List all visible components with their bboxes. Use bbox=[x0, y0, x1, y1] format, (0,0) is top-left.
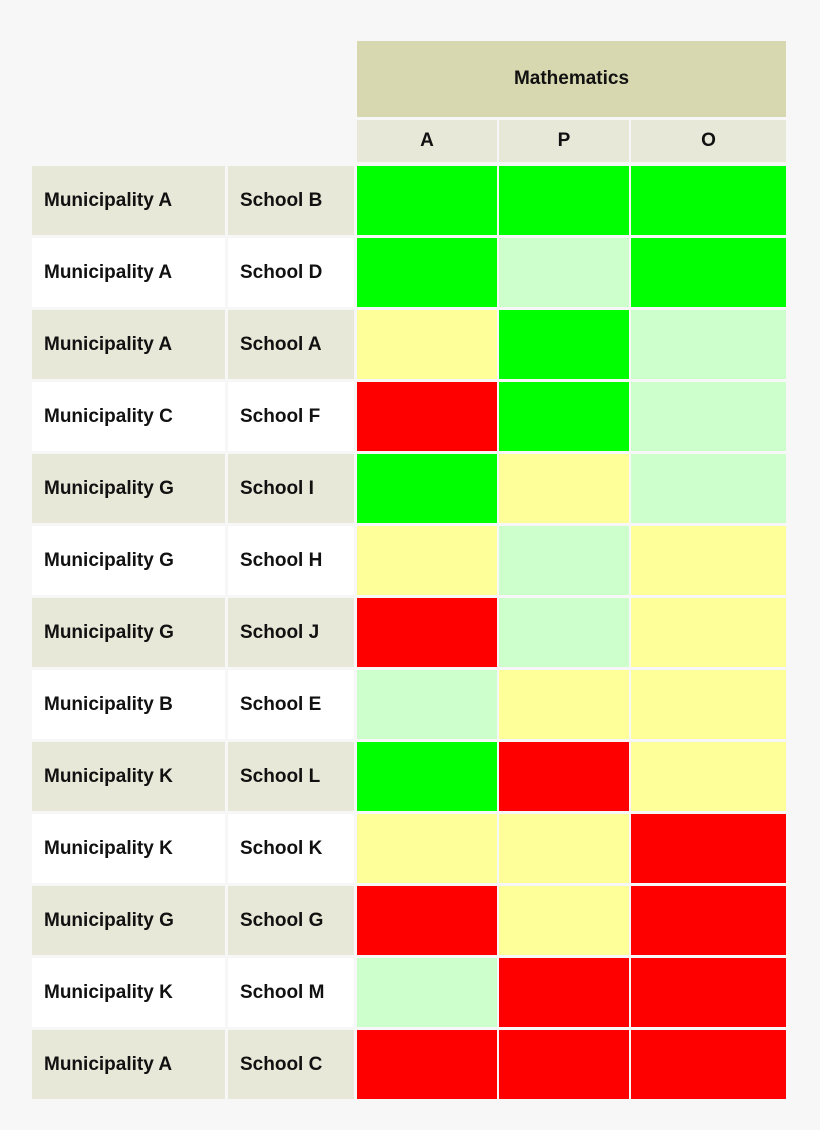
school-label: School B bbox=[228, 166, 354, 235]
heat-cell-o bbox=[631, 670, 786, 739]
heat-cell-o bbox=[631, 526, 786, 595]
school-label: School H bbox=[228, 526, 354, 595]
municipality-label: Municipality A bbox=[32, 310, 225, 379]
heat-cell-a bbox=[357, 958, 497, 1027]
school-label: School E bbox=[228, 670, 354, 739]
heat-cell-p bbox=[499, 382, 629, 451]
heat-cell-a bbox=[357, 814, 497, 883]
column-header-a: A bbox=[357, 120, 497, 162]
heat-cell-o bbox=[631, 382, 786, 451]
heat-cell-o bbox=[631, 742, 786, 811]
school-label: School D bbox=[228, 238, 354, 307]
heat-cell-o bbox=[631, 598, 786, 667]
heat-cell-a bbox=[357, 166, 497, 235]
heat-cell-p bbox=[499, 886, 629, 955]
heat-cell-a bbox=[357, 382, 497, 451]
heat-cell-a bbox=[357, 598, 497, 667]
heat-cell-p bbox=[499, 670, 629, 739]
municipality-label: Municipality B bbox=[32, 670, 225, 739]
column-header-o: O bbox=[631, 120, 786, 162]
heat-cell-a bbox=[357, 454, 497, 523]
school-label: School J bbox=[228, 598, 354, 667]
heat-cell-a bbox=[357, 1030, 497, 1099]
school-label: School F bbox=[228, 382, 354, 451]
heat-cell-a bbox=[357, 526, 497, 595]
municipality-label: Municipality G bbox=[32, 526, 225, 595]
heat-cell-p bbox=[499, 310, 629, 379]
heat-cell-p bbox=[499, 454, 629, 523]
municipality-label: Municipality A bbox=[32, 238, 225, 307]
municipality-label: Municipality A bbox=[32, 166, 225, 235]
municipality-label: Municipality K bbox=[32, 814, 225, 883]
municipality-label: Municipality G bbox=[32, 454, 225, 523]
heat-cell-a bbox=[357, 670, 497, 739]
column-header-p: P bbox=[499, 120, 629, 162]
heat-cell-p bbox=[499, 814, 629, 883]
heat-cell-a bbox=[357, 886, 497, 955]
municipality-label: Municipality G bbox=[32, 598, 225, 667]
subject-header: Mathematics bbox=[357, 41, 786, 117]
heat-cell-p bbox=[499, 526, 629, 595]
heat-cell-o bbox=[631, 454, 786, 523]
heat-cell-o bbox=[631, 958, 786, 1027]
heat-cell-o bbox=[631, 814, 786, 883]
heat-cell-o bbox=[631, 886, 786, 955]
heat-cell-o bbox=[631, 166, 786, 235]
heat-cell-p bbox=[499, 598, 629, 667]
municipality-label: Municipality C bbox=[32, 382, 225, 451]
school-label: School I bbox=[228, 454, 354, 523]
municipality-label: Municipality A bbox=[32, 1030, 225, 1099]
school-label: School L bbox=[228, 742, 354, 811]
heat-cell-a bbox=[357, 742, 497, 811]
heat-cell-a bbox=[357, 238, 497, 307]
heat-cell-p bbox=[499, 742, 629, 811]
heat-cell-p bbox=[499, 238, 629, 307]
heat-cell-p bbox=[499, 958, 629, 1027]
school-label: School M bbox=[228, 958, 354, 1027]
heat-cell-p bbox=[499, 1030, 629, 1099]
municipality-label: Municipality K bbox=[32, 958, 225, 1027]
municipality-label: Municipality K bbox=[32, 742, 225, 811]
heat-cell-p bbox=[499, 166, 629, 235]
municipality-label: Municipality G bbox=[32, 886, 225, 955]
school-label: School G bbox=[228, 886, 354, 955]
school-label: School K bbox=[228, 814, 354, 883]
school-label: School C bbox=[228, 1030, 354, 1099]
heat-cell-a bbox=[357, 310, 497, 379]
heat-cell-o bbox=[631, 1030, 786, 1099]
heat-cell-o bbox=[631, 310, 786, 379]
heat-cell-o bbox=[631, 238, 786, 307]
school-label: School A bbox=[228, 310, 354, 379]
